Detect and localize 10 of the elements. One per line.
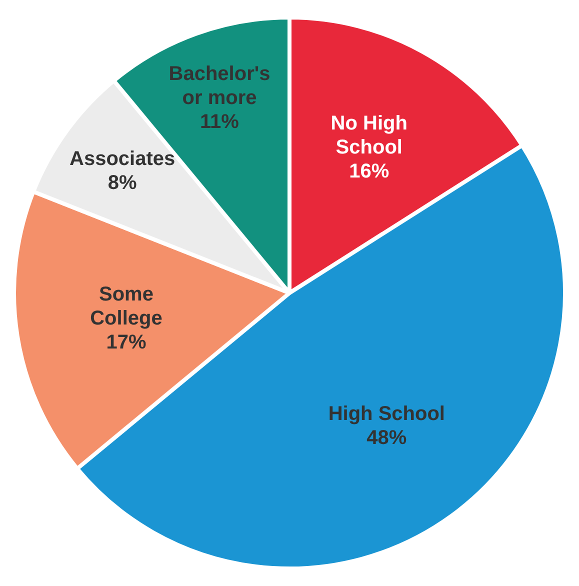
data-label: 48%: [366, 427, 407, 450]
data-label: 17%: [106, 331, 146, 354]
slice-label: No High School: [330, 112, 408, 159]
slice-label: High School: [328, 403, 445, 426]
data-label: 16%: [349, 160, 390, 183]
slice-label: Associates: [70, 148, 176, 170]
data-label: 8%: [108, 172, 138, 194]
data-label: 11%: [200, 111, 240, 134]
slice-label: Some College: [90, 283, 162, 330]
slice-label: Bachelor's or more: [168, 63, 270, 110]
